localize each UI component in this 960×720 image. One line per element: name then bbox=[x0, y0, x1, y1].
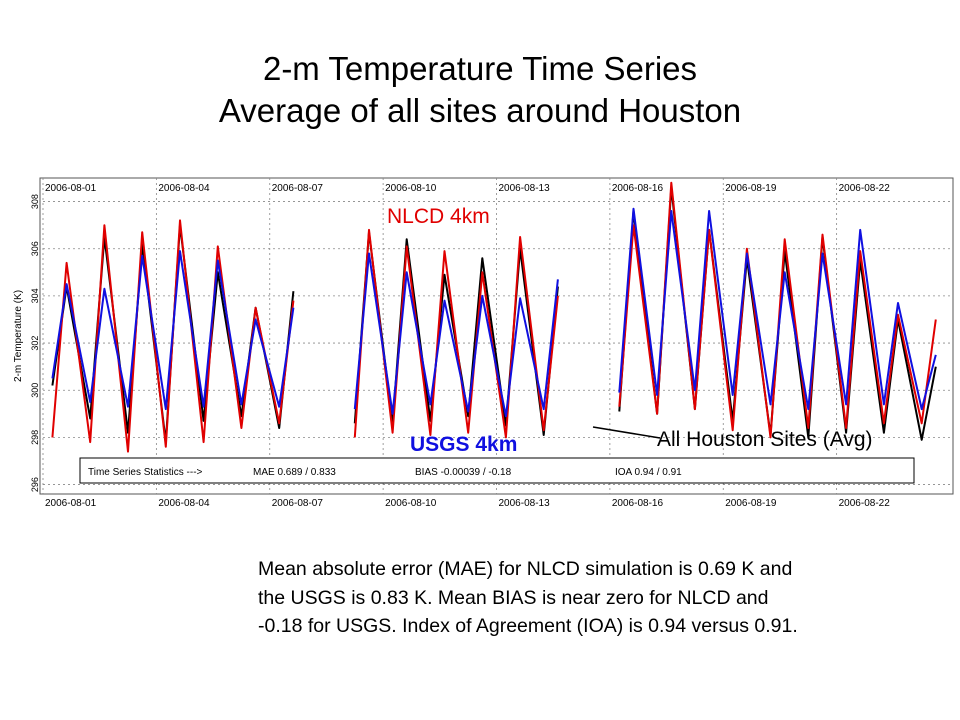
stats-bias: BIAS -0.00039 / -0.18 bbox=[415, 467, 512, 478]
x-tick-label-bottom: 2006-08-01 bbox=[45, 498, 97, 509]
y-tick-label: 302 bbox=[30, 336, 40, 351]
x-tick-label-bottom: 2006-08-16 bbox=[612, 498, 664, 509]
y-tick-label: 300 bbox=[30, 383, 40, 398]
stats-ioa: IOA 0.94 / 0.91 bbox=[615, 467, 682, 478]
nlcd-annotation: NLCD 4km bbox=[387, 205, 490, 228]
y-tick-label: 296 bbox=[30, 477, 40, 492]
series-line-usgs bbox=[51, 207, 937, 418]
usgs-annotation: USGS 4km bbox=[410, 433, 517, 456]
y-tick-label: 298 bbox=[30, 430, 40, 445]
x-tick-label-bottom: 2006-08-10 bbox=[385, 498, 437, 509]
x-tick-label-bottom: 2006-08-13 bbox=[499, 498, 551, 509]
y-axis-label: 2-m Temperature (K) bbox=[13, 290, 24, 382]
slide-title-line2: Average of all sites around Houston bbox=[218, 92, 742, 129]
x-tick-label-top: 2006-08-04 bbox=[158, 183, 210, 194]
x-tick-label-top: 2006-08-16 bbox=[612, 183, 664, 194]
obs-annotation: All Houston Sites (Avg) bbox=[657, 428, 873, 451]
y-tick-label: 306 bbox=[30, 241, 40, 256]
x-axis-ticks-top: 2006-08-01 2006-08-04 2006-08-07 2006-08-10… bbox=[45, 183, 890, 194]
caption: Mean absolute error (MAE) for NLCD simul… bbox=[258, 558, 798, 637]
x-tick-label-bottom: 2006-08-07 bbox=[272, 498, 324, 509]
stats-label: Time Series Statistics ---> bbox=[88, 467, 203, 478]
stats-box bbox=[79, 457, 915, 484]
x-tick-label-top: 2006-08-19 bbox=[725, 183, 777, 194]
slide-title: 2-m Temperature Time Series Average of a… bbox=[0, 48, 960, 132]
series-lines bbox=[51, 181, 937, 453]
x-tick-label-top: 2006-08-13 bbox=[499, 183, 551, 194]
y-axis-ticks: 296 298 300 302 304 306 308 bbox=[30, 194, 40, 492]
x-tick-label-bottom: 2006-08-19 bbox=[725, 498, 777, 509]
x-tick-label-top: 2006-08-01 bbox=[45, 183, 97, 194]
x-tick-label-bottom: 2006-08-22 bbox=[839, 498, 891, 509]
x-tick-label-top: 2006-08-10 bbox=[385, 183, 437, 194]
x-tick-label-bottom: 2006-08-04 bbox=[158, 498, 210, 509]
obs-annotation-leader bbox=[592, 426, 661, 439]
x-axis-ticks-bottom: 2006-08-01 2006-08-04 2006-08-07 2006-08-10… bbox=[45, 498, 890, 509]
x-tick-label-top: 2006-08-22 bbox=[839, 183, 891, 194]
y-tick-label: 308 bbox=[30, 194, 40, 209]
y-tick-label: 304 bbox=[30, 288, 40, 303]
stats-mae: MAE 0.689 / 0.833 bbox=[253, 467, 336, 478]
slide-title-line1: 2-m Temperature Time Series bbox=[262, 50, 698, 87]
x-tick-label-top: 2006-08-07 bbox=[272, 183, 324, 194]
